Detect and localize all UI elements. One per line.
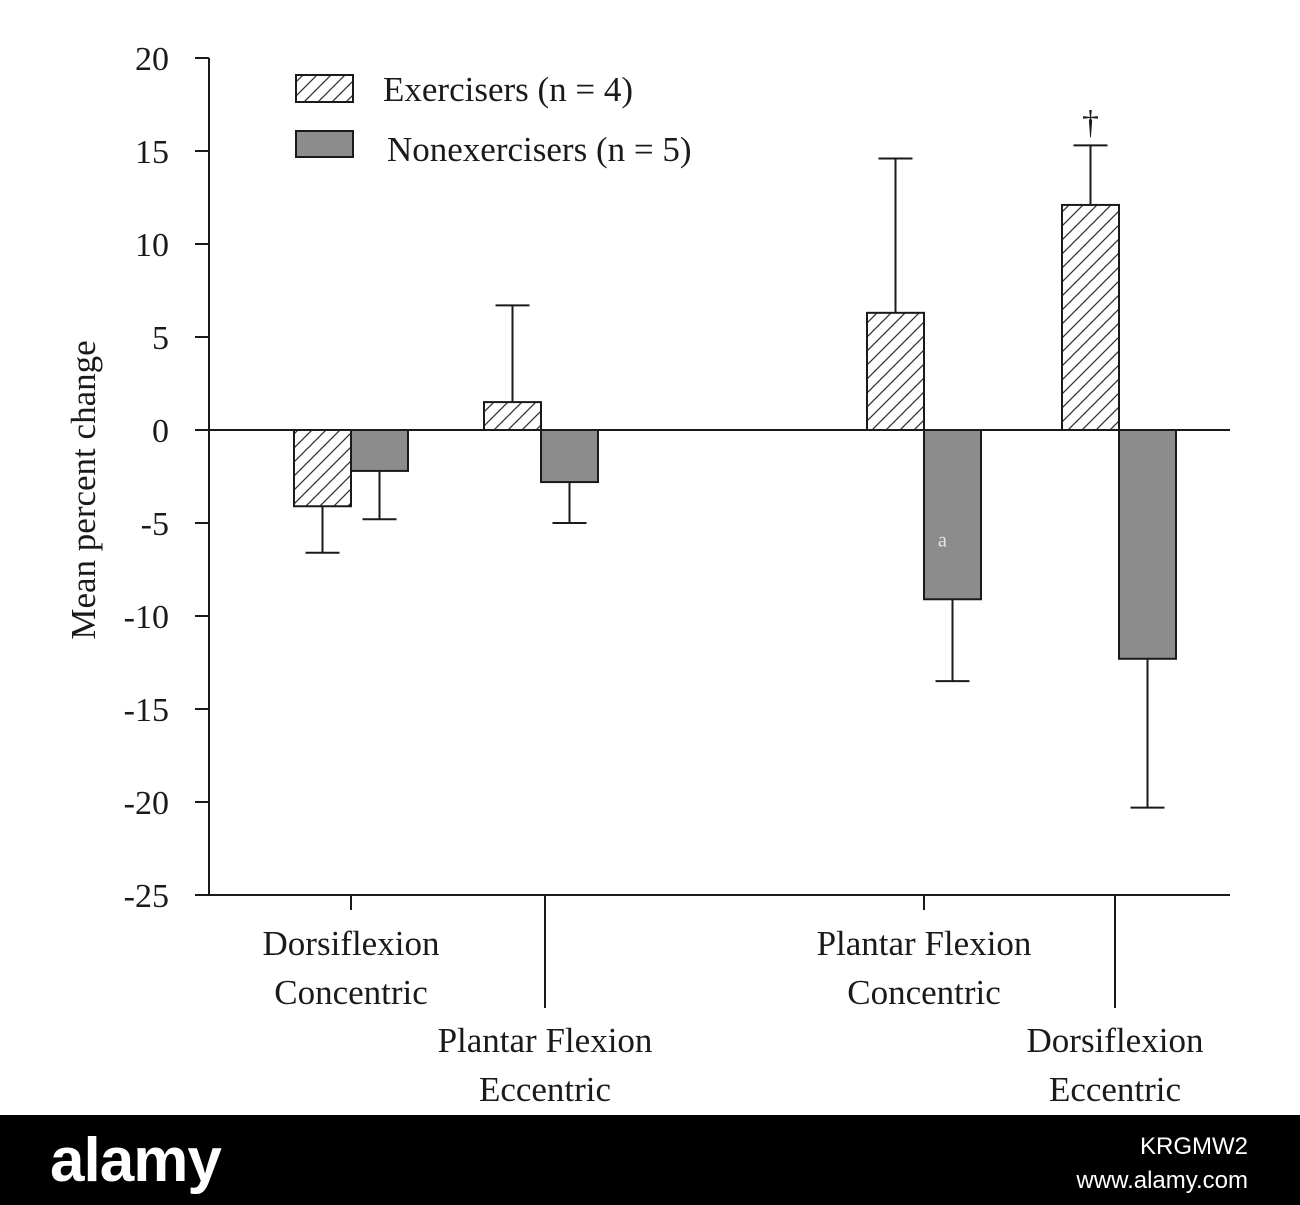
legend-item-exercisers: Exercisers (n = 4) — [295, 70, 633, 109]
x-tick-label: Eccentric — [1049, 1070, 1181, 1109]
bar-nonexercisers — [350, 429, 409, 472]
stock-footer: alamy KRGMW2 www.alamy.com — [0, 1115, 1300, 1205]
y-axis-label: Mean percent change — [64, 340, 103, 639]
legend-swatch-exercisers — [295, 74, 354, 103]
legend-label-nonexercisers: Nonexercisers (n = 5) — [387, 130, 692, 169]
bar-nonexercisers — [540, 429, 599, 484]
legend-label-exercisers: Exercisers (n = 4) — [383, 70, 633, 109]
y-tick-label: -15 — [124, 692, 169, 729]
legend: Exercisers (n = 4) Nonexercisers (n = 5) — [295, 70, 692, 169]
alamy-logo: alamy — [50, 1126, 222, 1195]
y-tick-label: 20 — [135, 41, 169, 78]
x-tick-label: Concentric — [847, 973, 1001, 1012]
site-url: www.alamy.com — [1076, 1167, 1248, 1194]
y-tick-label: 5 — [152, 320, 169, 357]
bar-nonexercisers — [1118, 429, 1177, 660]
bar-exercisers — [866, 311, 925, 432]
y-tick-label: 15 — [135, 134, 169, 171]
x-tick-label: Concentric — [274, 973, 428, 1012]
legend-swatch-nonexercisers — [295, 130, 354, 158]
x-tick-label: Dorsiflexion — [263, 924, 440, 963]
y-tick-label: -25 — [124, 878, 169, 915]
bar-nonexercisers — [923, 429, 982, 601]
plot-area: 20 15 10 5 0 -5 -10 -15 -20 -25 Dorsiflexion Concen… — [124, 41, 1230, 1109]
x-tick-label: Eccentric — [479, 1070, 611, 1109]
y-tick-label: -10 — [124, 599, 169, 636]
bar-exercisers — [483, 401, 542, 432]
y-tick-label: 0 — [152, 413, 169, 450]
bar-exercisers — [1061, 203, 1120, 431]
significance-dagger: † — [1082, 104, 1099, 141]
x-tick-label: Dorsiflexion — [1027, 1021, 1204, 1060]
x-tick-label: Plantar Flexion — [817, 924, 1032, 963]
y-tick-label: -20 — [124, 785, 169, 822]
bar-exercisers — [293, 429, 352, 508]
legend-item-nonexercisers: Nonexercisers (n = 5) — [295, 130, 692, 169]
x-tick-label: Plantar Flexion — [438, 1021, 653, 1060]
y-tick-label: 10 — [135, 227, 169, 264]
bar-chart: 20 15 10 5 0 -5 -10 -15 -20 -25 Dorsiflexion Concen… — [64, 41, 1230, 1109]
y-tick-label: -5 — [141, 506, 169, 543]
bar-annotation: a — [938, 530, 947, 552]
image-code: KRGMW2 — [1140, 1133, 1248, 1160]
